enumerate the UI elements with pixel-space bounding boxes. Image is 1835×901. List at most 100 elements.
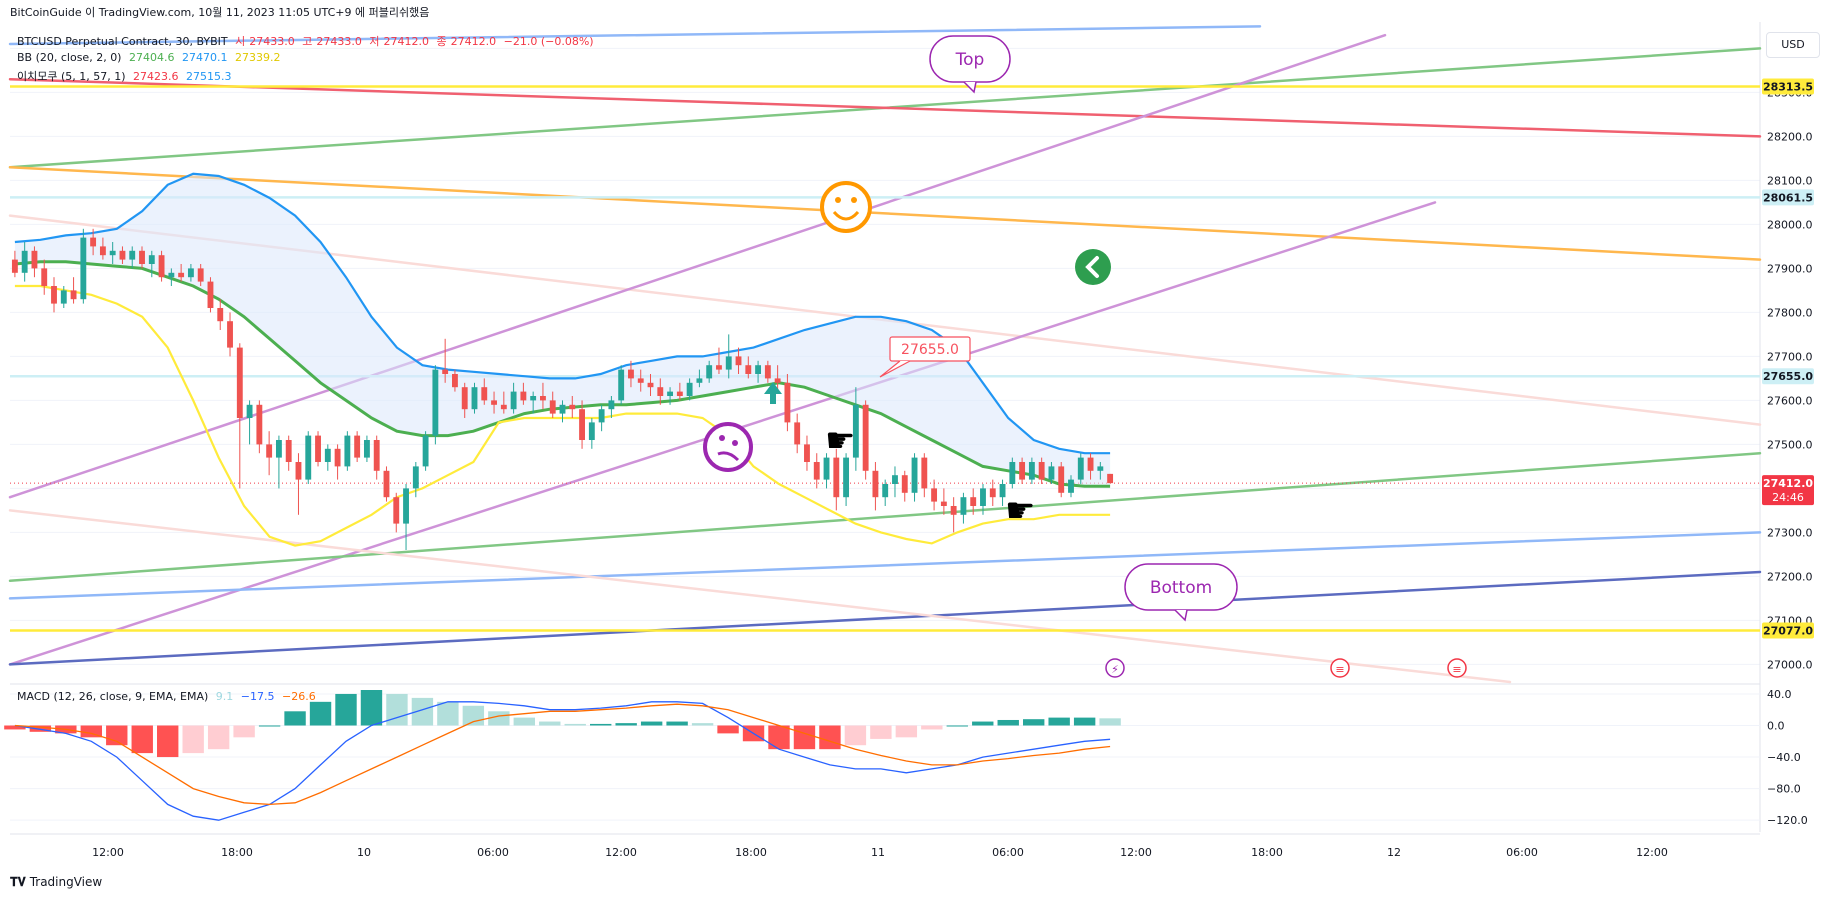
- bb-legend: BB (20, close, 2, 0) 27404.6 27470.1 273…: [17, 51, 284, 64]
- candle-body: [403, 488, 409, 524]
- candle-body: [618, 369, 625, 401]
- countdown-value: 24:46: [1772, 491, 1804, 504]
- price-label-value: 28061.5: [1763, 191, 1813, 204]
- candle-body: [41, 268, 48, 286]
- macd-histogram-bar: [717, 725, 739, 734]
- price-tick-label: 27300.0: [1767, 526, 1813, 539]
- trend-line: [8, 25, 1262, 46]
- price-label-value: 27077.0: [1763, 625, 1813, 638]
- macd-signal-value: −26.6: [282, 690, 316, 703]
- lightning-icon-glyph: ⚡: [1111, 663, 1119, 676]
- attribution-text: BitCoinGuide 이 TradingView.com, 10월 11, …: [10, 6, 430, 19]
- happy-face-icon: [820, 181, 872, 233]
- candle-body: [285, 440, 292, 462]
- publish-attribution-bar: BitCoinGuide 이 TradingView.com, 10월 11, …: [0, 0, 1835, 22]
- macd-histogram-bar: [615, 723, 637, 726]
- candle-body: [510, 391, 517, 410]
- trend-line: [8, 165, 1762, 261]
- candle-body: [109, 250, 116, 256]
- candle-body: [882, 484, 889, 498]
- candle-body: [51, 286, 57, 304]
- candle-body: [80, 237, 87, 300]
- lightning-icon-ring: [1105, 658, 1125, 678]
- price-label-badge: [1762, 189, 1814, 206]
- time-tick-label: 12:00: [1636, 846, 1668, 859]
- price-tick-label: 28200.0: [1767, 130, 1813, 143]
- open-value: 27433.0: [249, 35, 295, 48]
- candle-body: [735, 356, 742, 366]
- currency-label: USD: [1781, 38, 1805, 51]
- candle-body: [334, 448, 341, 467]
- candle-body: [500, 404, 507, 410]
- macd-tick-label: 40.0: [1767, 688, 1792, 701]
- macd-histogram-bar: [335, 693, 357, 726]
- happy-face-eye: [835, 197, 841, 203]
- candle-body: [187, 268, 194, 278]
- candle-body: [764, 365, 771, 379]
- macd-line-value: −17.5: [240, 690, 275, 703]
- bb-label: BB (20, close, 2, 0): [17, 51, 122, 64]
- candle-body: [862, 404, 869, 471]
- macd-legend: MACD (12, 26, close, 9, EMA, EMA) 9.1 −1…: [17, 690, 320, 703]
- candle-body: [227, 321, 233, 348]
- trend-line: [8, 33, 1387, 499]
- tradingview-brand[interactable]: 𝐓𝐕 TradingView: [10, 875, 102, 890]
- top-callout-tail: [963, 81, 977, 94]
- price-tick-label: 27700.0: [1767, 350, 1813, 363]
- price-tick-label: 27900.0: [1767, 262, 1813, 275]
- macd-tick-label: −80.0: [1767, 783, 1801, 796]
- candle-body: [1087, 457, 1094, 471]
- candle-body: [559, 404, 566, 414]
- candle-body: [1028, 462, 1035, 480]
- time-tick-label: 06:00: [1506, 846, 1538, 859]
- macd-histogram-bar: [488, 711, 510, 726]
- confused-face-eye: [732, 440, 738, 446]
- candle-body: [197, 268, 204, 282]
- price-label-badge: [1762, 475, 1814, 506]
- time-tick-label: 11: [871, 846, 885, 859]
- price-label-badge: [1762, 368, 1814, 385]
- lightning-icon: ⚡: [1105, 658, 1125, 678]
- candle-body: [843, 457, 850, 498]
- candle-body: [481, 387, 488, 401]
- candle-body: [383, 470, 390, 498]
- price-label-value: 27412.0: [1763, 477, 1813, 490]
- time-tick-label: 12:00: [1120, 846, 1152, 859]
- cloud-fill: [14, 173, 1111, 487]
- candle-body: [236, 347, 243, 418]
- macd-label: MACD (12, 26, close, 9, EMA, EMA): [17, 690, 209, 703]
- candle-body: [540, 396, 546, 401]
- macd-histogram-bar: [80, 725, 102, 738]
- us-flag-icon-ring: [1447, 658, 1467, 678]
- macd-tick-label: −40.0: [1767, 751, 1801, 764]
- close-value: 27412.0: [450, 35, 497, 48]
- candle-body: [412, 466, 419, 489]
- macd-histogram-bar: [309, 701, 332, 726]
- confused-face-outline: [703, 422, 753, 472]
- candle-body: [667, 391, 673, 396]
- macd-histogram-bar: [386, 693, 408, 726]
- bb-upper-line: [14, 172, 1111, 455]
- trend-line: [8, 509, 1512, 684]
- candle-body: [706, 365, 713, 379]
- candle-body: [90, 237, 97, 247]
- macd-histogram-bar: [233, 725, 255, 738]
- candle-body: [1097, 466, 1104, 471]
- macd-histogram-bar: [182, 725, 204, 754]
- time-tick-label: 06:00: [477, 846, 509, 859]
- top-callout: Top: [929, 35, 1011, 94]
- currency-selector[interactable]: USD: [1766, 32, 1820, 58]
- candle-body: [784, 382, 791, 423]
- candle-body: [1068, 479, 1074, 493]
- trend-line: [8, 531, 1762, 600]
- candle-body: [139, 250, 145, 264]
- happy-face-outline: [820, 181, 872, 233]
- bb-lower-value: 27339.2: [234, 51, 281, 64]
- candle-body: [471, 387, 478, 410]
- up-arrow-icon: [764, 382, 782, 404]
- macd-histogram-bar: [207, 725, 230, 750]
- macd-histogram-bar: [1023, 719, 1045, 726]
- price-label-value: 27655.0: [1763, 370, 1813, 383]
- confused-face-mouth: [717, 451, 740, 462]
